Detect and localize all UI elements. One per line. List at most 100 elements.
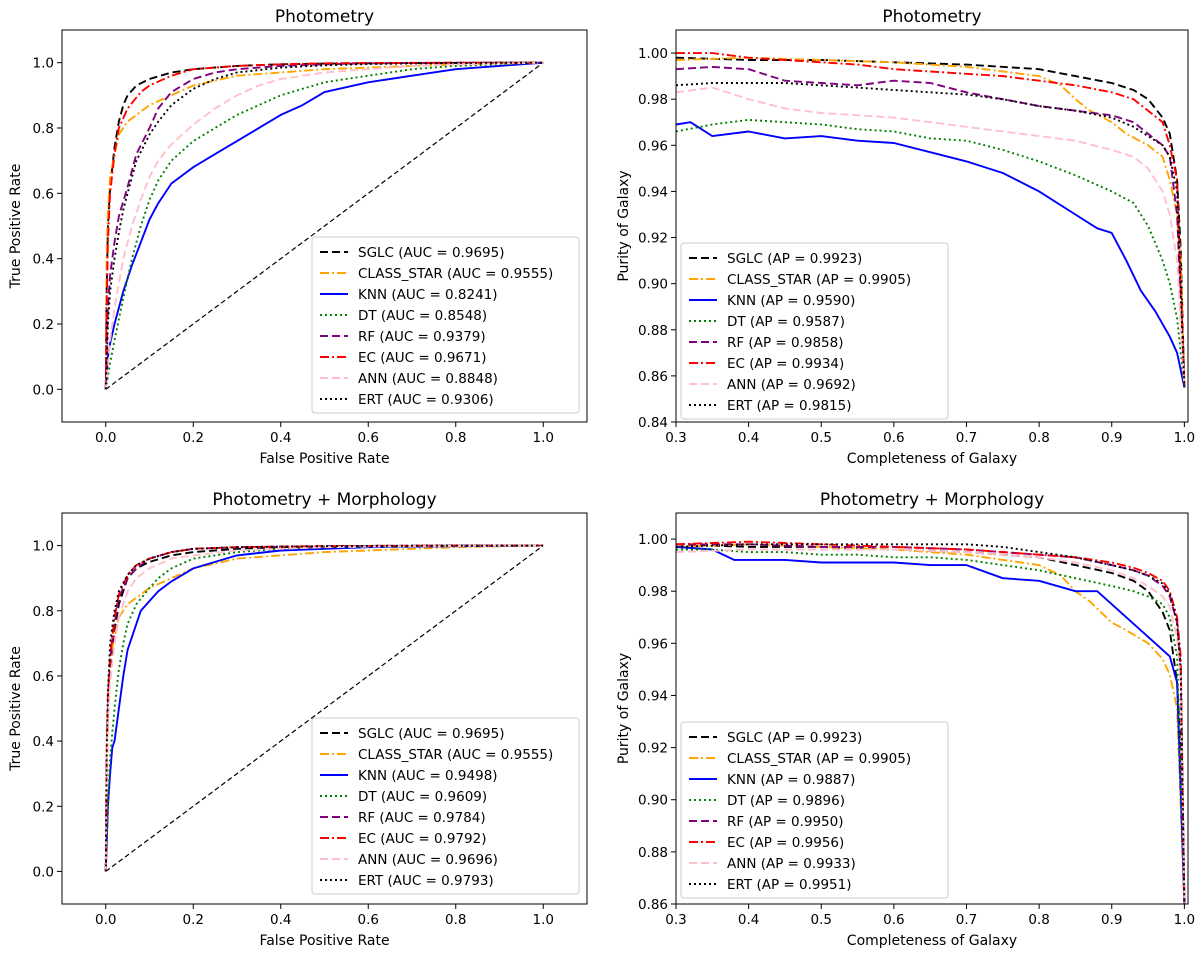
series-line [676, 121, 1186, 388]
x-tick-label: 0.6 [358, 912, 379, 928]
x-tick-label: 0.8 [1028, 430, 1049, 446]
legend-label: SGLC (AUC = 0.9695) [358, 245, 504, 261]
x-tick-label: 1.0 [1174, 430, 1195, 446]
y-tick-label: 1.0 [33, 56, 54, 72]
y-tick-label: 0.92 [638, 231, 668, 247]
series-line [676, 65, 1186, 388]
x-tick-label: 0.4 [270, 912, 291, 928]
chance-diagonal [105, 545, 544, 872]
legend-label: KNN (AP = 0.9590) [727, 293, 855, 309]
y-tick-label: 0.6 [33, 669, 54, 685]
legend-label: DT (AUC = 0.9609) [358, 789, 487, 805]
y-tick-label: 0.96 [638, 138, 668, 154]
plot-area [104, 61, 544, 390]
series-line [676, 52, 1186, 388]
x-tick-label: 0.6 [883, 912, 904, 928]
y-tick-label: 0.86 [638, 369, 668, 385]
chart-title: Photometry [275, 7, 374, 27]
y-tick-label: 0.98 [638, 584, 668, 600]
legend-label: EC (AUC = 0.9671) [358, 350, 486, 366]
plot-frame [61, 512, 588, 905]
series-line [676, 82, 1186, 388]
chart-title: Photometry [882, 7, 981, 27]
series-line [104, 61, 544, 390]
series-line [676, 86, 1186, 388]
plot-area [676, 540, 1186, 904]
y-tick-label: 0.4 [33, 252, 54, 268]
x-tick-label: 0.8 [445, 430, 466, 446]
x-tick-label: 0.0 [95, 912, 116, 928]
legend-box [311, 717, 580, 895]
legend-box [680, 242, 949, 420]
x-tick-label: 0.6 [883, 430, 904, 446]
y-axis-label: Purity of Galaxy [616, 170, 632, 281]
x-tick-label: 1.0 [533, 912, 554, 928]
y-tick-label: 0.90 [638, 793, 668, 809]
y-axis-label: True Positive Rate [8, 646, 24, 772]
legend-label: CLASS_STAR (AUC = 0.9555) [358, 747, 553, 763]
x-tick-label: 0.2 [183, 430, 204, 446]
legend-label: ERT (AUC = 0.9306) [358, 392, 494, 408]
x-axis-label: Completeness of Galaxy [847, 451, 1017, 467]
y-tick-label: 1.00 [638, 532, 668, 548]
y-tick-label: 0.2 [33, 799, 54, 815]
x-tick-label: 0.4 [738, 430, 759, 446]
y-tick-label: 0.4 [33, 734, 54, 750]
legend-label: RF (AP = 0.9858) [727, 335, 843, 351]
legend-label: EC (AP = 0.9934) [727, 356, 844, 372]
legend-box [680, 721, 949, 899]
series-line [676, 118, 1186, 388]
legend-label: CLASS_STAR (AP = 0.9905) [727, 272, 911, 288]
x-axis-label: False Positive Rate [259, 933, 389, 949]
series-line [104, 544, 544, 872]
series-line [104, 544, 544, 872]
legend-label: ERT (AUC = 0.9793) [358, 873, 494, 889]
legend-label: KNN (AUC = 0.8241) [358, 287, 498, 303]
legend-label: EC (AP = 0.9956) [727, 835, 844, 851]
legend: SGLC (AUC = 0.9695) CLASS_STAR (AUC = 0.9… [311, 236, 580, 414]
y-tick-label: 0.88 [638, 323, 668, 339]
legend-label: ANN (AP = 0.9692) [727, 377, 856, 393]
y-tick-label: 0.84 [638, 415, 668, 431]
series-line [676, 545, 1186, 904]
x-tick-label: 0.2 [183, 912, 204, 928]
x-tick-label: 0.6 [358, 430, 379, 446]
series-line [104, 61, 544, 390]
legend-label: EC (AUC = 0.9792) [358, 831, 486, 847]
roc-photometry-panel: Photometry 0.0 0.2 0.4 0.6 0.8 1.0 0.0 0.2 0.4 0.6… [8, 7, 588, 467]
legend-box [311, 236, 580, 414]
y-tick-label: 0.94 [638, 184, 668, 200]
y-tick-label: 0.92 [638, 741, 668, 757]
plot-frame [61, 29, 588, 423]
legend-label: SGLC (AUC = 0.9695) [358, 726, 504, 742]
y-tick-label: 0.8 [33, 604, 54, 620]
pr-photometry-panel: Photometry 0.3 0.4 0.5 0.6 0.7 0.8 0.9 1.0 0.84 0.… [616, 7, 1195, 467]
roc-photometry-morphology-panel: Photometry + Morphology 0.0 0.2 0.4 0.6 0.8 1.… [8, 490, 588, 949]
x-tick-label: 1.0 [1174, 912, 1195, 928]
y-tick-label: 0.90 [638, 277, 668, 293]
legend-label: KNN (AP = 0.9887) [727, 772, 855, 788]
legend-label: RF (AUC = 0.9784) [358, 810, 486, 826]
chart-title: Photometry + Morphology [212, 490, 436, 510]
y-tick-label: 0.98 [638, 92, 668, 108]
y-tick-label: 0.88 [638, 845, 668, 861]
legend: SGLC (AP = 0.9923) CLASS_STAR (AP = 0.990… [680, 242, 949, 420]
legend-label: CLASS_STAR (AP = 0.9905) [727, 751, 911, 767]
series-line [676, 540, 1186, 904]
legend: SGLC (AP = 0.9923) CLASS_STAR (AP = 0.990… [680, 721, 949, 899]
legend-label: RF (AP = 0.9950) [727, 814, 843, 830]
plot-frame [675, 29, 1189, 423]
x-tick-label: 0.9 [1101, 430, 1122, 446]
series-line [676, 56, 1186, 388]
legend-label: ANN (AUC = 0.9696) [358, 852, 498, 868]
x-tick-label: 0.7 [956, 912, 977, 928]
x-tick-label: 0.7 [956, 430, 977, 446]
x-tick-label: 0.4 [738, 912, 759, 928]
x-axis-label: False Positive Rate [259, 451, 389, 467]
x-tick-label: 0.3 [665, 912, 686, 928]
x-tick-label: 0.8 [445, 912, 466, 928]
x-tick-label: 0.9 [1101, 912, 1122, 928]
legend-label: ERT (AP = 0.9951) [727, 877, 852, 893]
y-tick-label: 0.8 [33, 121, 54, 137]
